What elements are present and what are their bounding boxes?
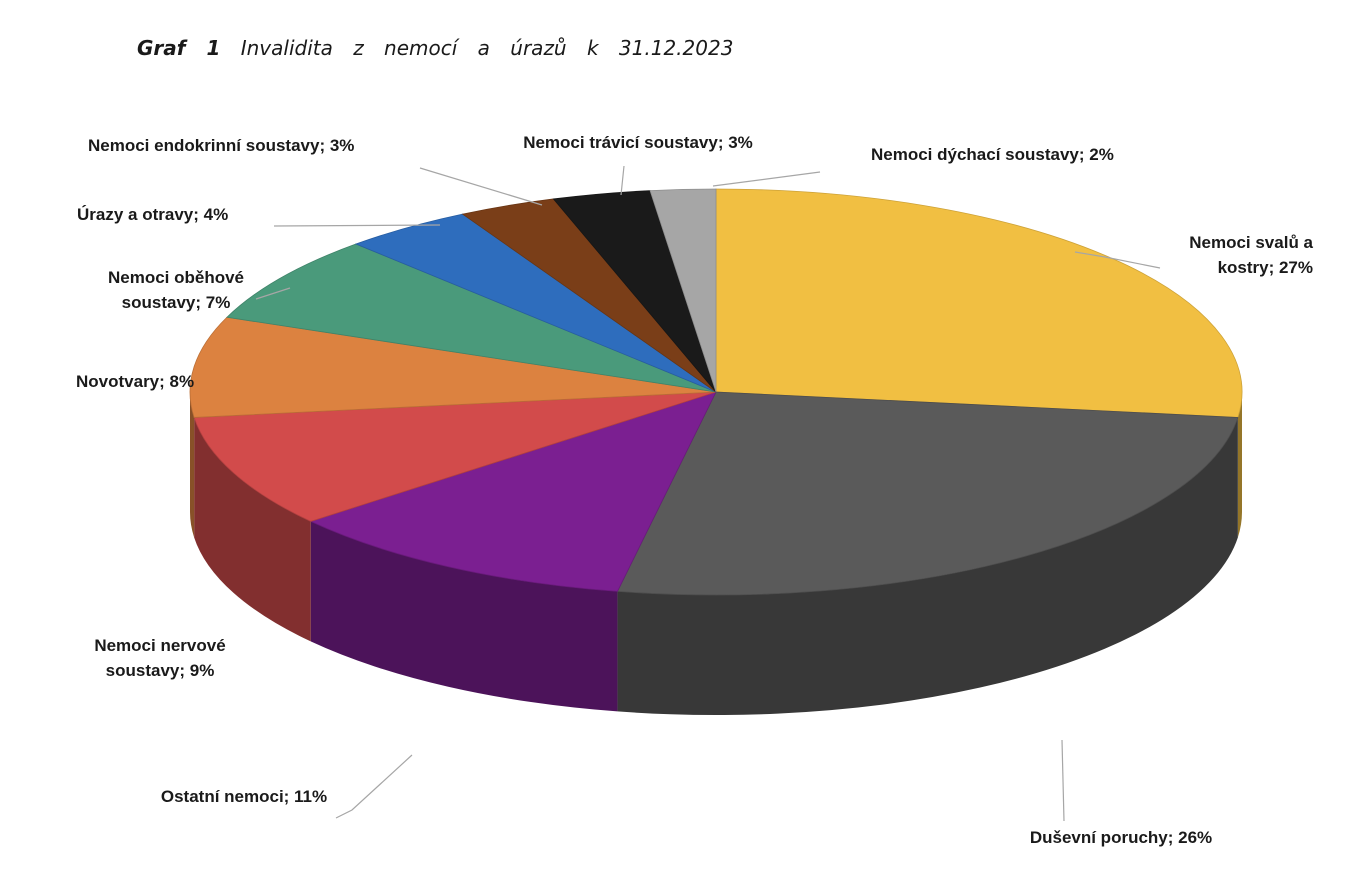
slice-label-line: soustavy; 9% [106, 661, 215, 680]
leader-line-nemoci-travici-soustavy [620, 165, 625, 196]
slice-label-nemoci-travici-soustavy: Nemoci trávicí soustavy; 3% [523, 133, 753, 152]
slice-label-line: Nemoci oběhové [108, 268, 244, 287]
slice-side-nemoci-nervove-soustavy [194, 417, 311, 642]
slice-label-novotvary: Novotvary; 8% [76, 372, 194, 391]
slice-label-line: Nemoci dýchací soustavy; 2% [871, 145, 1114, 164]
leader-lines [255, 165, 1161, 822]
slice-side-dusevni-poruchy [617, 417, 1238, 715]
slice-label-line: soustavy; 7% [122, 293, 231, 312]
slice-side-nemoci-svalu-a-kostry [1237, 392, 1242, 538]
slice-side-ostatni-nemoci [310, 521, 618, 712]
leader-line-dusevni-poruchy [1061, 739, 1065, 822]
leader-line-nemoci-svalu-a-kostry [1074, 251, 1161, 269]
slice-novotvary [189, 316, 717, 418]
chart-title-prefix: Graf 1 [137, 36, 221, 60]
chart-title-text: Invalidita z nemocí a úrazů k 31.12.2023 [240, 36, 734, 60]
slice-label-nemoci-dychaci-soustavy: Nemoci dýchací soustavy; 2% [871, 145, 1114, 164]
slice-label-line: Nemoci endokrinní soustavy; 3% [88, 136, 354, 155]
slice-nemoci-dychaci-soustavy [649, 188, 717, 393]
slice-nemoci-svalu-a-kostry [715, 188, 1243, 418]
slice-label-nemoci-nervove-soustavy: Nemoci nervové soustavy; 9% [94, 636, 225, 680]
slice-label-line: Nemoci trávicí soustavy; 3% [523, 133, 753, 152]
slice-ostatni-nemoci [309, 391, 717, 592]
slice-label-urazy-a-otravy: Úrazy a otravy; 4% [77, 205, 228, 224]
slice-label-line: Úrazy a otravy; 4% [77, 205, 228, 224]
chart-title: Graf 1 Invalidita z nemocí a úrazů k 31.… [137, 36, 733, 60]
slice-labels: Nemoci svalů a kostry; 27% Duševní poruchy… [76, 133, 1314, 847]
slice-nemoci-nervove-soustavy [193, 391, 717, 522]
slice-nemoci-obehove-soustavy [226, 243, 717, 393]
slice-label-line: Nemoci svalů a [1189, 233, 1313, 252]
slice-label-line: Nemoci nervové [94, 636, 225, 655]
slice-label-line: Duševní poruchy; 26% [1030, 828, 1212, 847]
slice-label-line: kostry; 27% [1218, 258, 1313, 277]
slice-label-nemoci-svalu-a-kostry: Nemoci svalů a kostry; 27% [1189, 233, 1313, 277]
slice-label-line: Ostatní nemoci; 11% [161, 787, 327, 806]
leader-line-nemoci-endokrinni-soustavy [419, 167, 543, 206]
slice-side-novotvary [190, 392, 195, 538]
leader-line-nemoci-obehove-soustavy [255, 287, 291, 300]
leader-line-nemoci-dychaci-soustavy [712, 171, 821, 187]
leader-line-urazy-a-otravy [273, 224, 441, 227]
slice-label-dusevni-poruchy: Duševní poruchy; 26% [1030, 828, 1212, 847]
leader-line-ostatni-nemoci [335, 754, 413, 819]
pie-tops [189, 188, 1243, 596]
slice-label-nemoci-obehove-soustavy: Nemoci oběhové soustavy; 7% [108, 268, 244, 312]
slice-label-ostatni-nemoci: Ostatní nemoci; 11% [161, 787, 327, 806]
pie-sides [190, 392, 1242, 715]
slice-dusevni-poruchy [616, 391, 1239, 596]
slice-label-line: Novotvary; 8% [76, 372, 194, 391]
slice-label-nemoci-endokrinni-soustavy: Nemoci endokrinní soustavy; 3% [88, 136, 354, 155]
